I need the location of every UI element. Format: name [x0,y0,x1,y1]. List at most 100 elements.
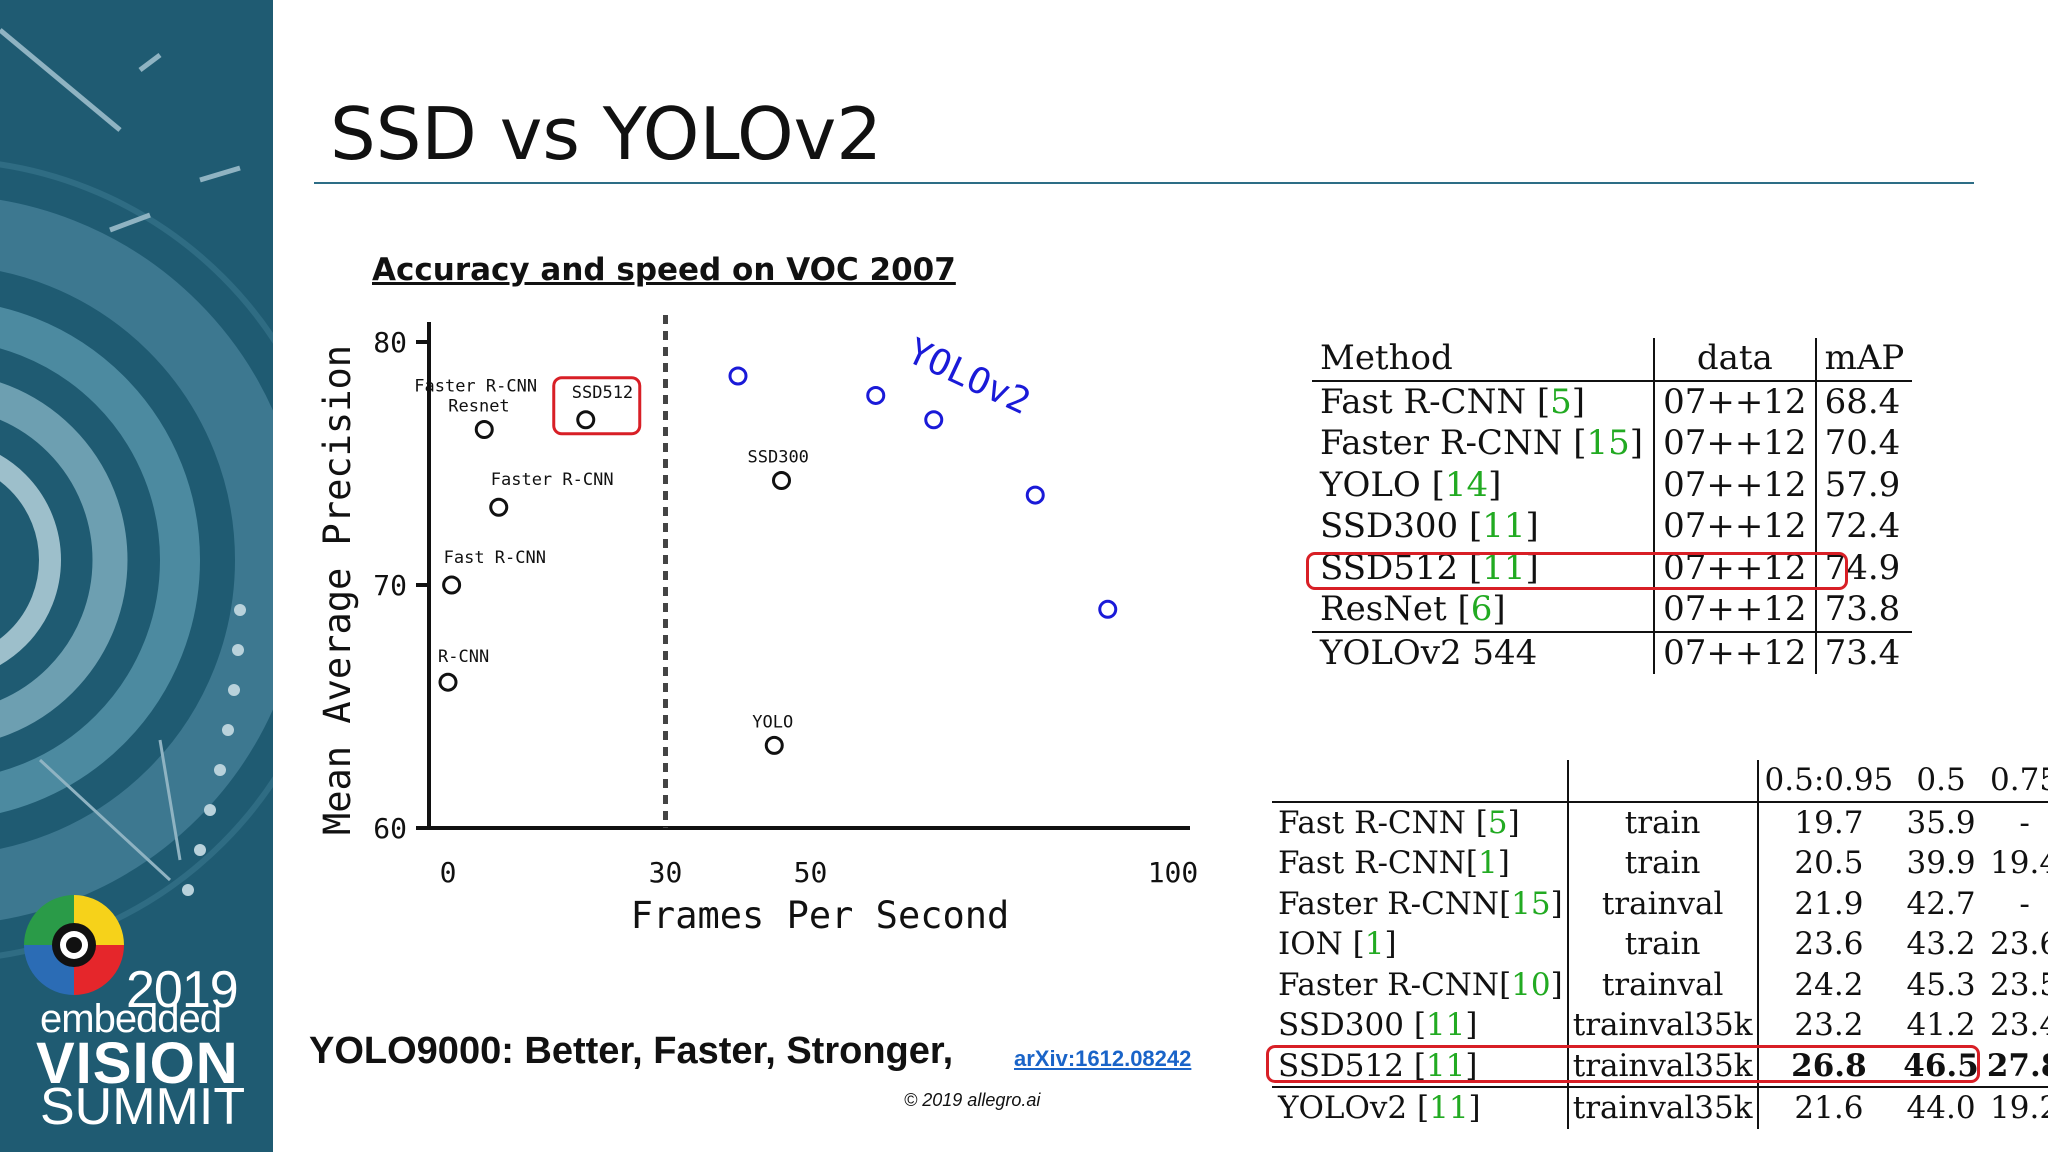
cell-data: train [1567,801,1759,843]
y-tick-label: 70 [373,569,407,602]
table-header-row: Method data mAP [1312,338,1913,382]
method-point-3 [474,419,494,439]
ssd512-highlight-box [552,376,642,436]
bracket: ] [1525,506,1539,546]
cell-map: 57.9 [1824,464,1901,505]
bracket: ] [1507,804,1520,841]
x-axis-title: Frames Per Second [631,894,1010,937]
logo-embedded-text: embedded [40,997,222,1041]
reference-number: 1 [1478,845,1498,881]
method-name: Fast R-CNN [1278,845,1466,881]
sidebar: 2019 embedded VISION SUMMIT [0,0,273,1152]
yolov2-series-label: YOLOv2 [901,331,1036,423]
bracket: [ [1499,885,1512,922]
cell-map-0.5-0.95: 24.2 [1794,966,1864,1003]
cell-map: 70.4 [1824,423,1901,463]
coco-results-table: 0.5:0.950.50.75Fast R-CNN [5]train19.735… [1272,760,2048,1129]
table-row: YOLO [14] 07++12 57.9 [1312,464,1912,506]
method-name: SSD300 [1320,506,1469,546]
cell-method: YOLOv2 [11] [1272,1086,1569,1129]
bracket: [ [1468,506,1483,546]
cell-data: 07++12 [1654,630,1817,674]
method-name: ResNet [1320,589,1458,629]
paper-citation: YOLO9000: Better, Faster, Stronger, [309,1030,954,1072]
bracket: [ [1457,589,1471,629]
table-row: Faster R-CNN [15] 07++12 70.4 [1312,423,1912,465]
cell-method: YOLOv2 544 [1312,630,1656,674]
method-name: Faster R-CNN [1278,966,1500,1003]
reference-number: 10 [1511,966,1551,1003]
logo-vision-text: VISION [36,1031,239,1096]
bracket: ] [1550,885,1563,922]
cell-map-0.5-0.95: 23.2 [1794,1007,1864,1043]
method-name: ION [1278,926,1353,962]
cell-method: YOLO [14] [1312,464,1656,506]
cell-map-0.5-0.95: 26.8 [1791,1047,1867,1084]
cell-map-0.5: 42.7 [1906,885,1976,922]
bracket: [ [1475,804,1488,841]
cell-map-0.75: 23.5 [1990,966,2048,1003]
table-row: YOLOv2 544 07++12 73.4 [1312,630,1913,674]
table-row: Faster R-CNN[10]trainval 24.2 45.3 23.5 [1272,964,2048,1005]
cell-map-0.75: - [2019,885,2030,922]
y-axis-title: Mean Average Precision [316,345,359,835]
title-divider [314,182,1974,184]
coco-highlight-box [1266,1045,1980,1083]
x-tick-label: 50 [794,856,828,889]
cell-method: ION [1] [1272,924,1569,965]
cell-method: Fast R-CNN [5] [1312,380,1656,423]
cell-map-0.5-0.95: 21.9 [1794,885,1864,922]
reference-number: 6 [1470,589,1493,629]
cell-map: 68.4 [1824,381,1901,422]
point-label: Fast R-CNN [444,548,546,568]
reference-number: 15 [1511,885,1551,922]
y-tick-label: 80 [373,326,407,359]
bracket: [ [1413,1047,1426,1084]
cell-map-0.5: 43.2 [1906,926,1976,962]
method-point-6 [764,735,784,755]
arxiv-link[interactable]: arXiv:1612.08242 [1014,1046,1192,1071]
cell-method: Fast R-CNN[1] [1272,843,1569,884]
bracket: ] [1571,381,1586,422]
reference-number: 11 [1429,1090,1469,1126]
cell-data: 07++12 [1654,506,1817,548]
point-label: Faster R-CNN [414,376,537,396]
point-label: Resnet [448,396,509,416]
logo-summit-text: SUMMIT [40,1078,246,1136]
reference-number: 14 [1444,464,1489,505]
table-header-row: 0.5:0.950.50.75 [1272,760,2048,803]
bracket: [ [1413,1007,1426,1043]
point-label: Faster R-CNN [491,470,614,490]
bracket: ] [1488,464,1502,505]
cell-method: SSD300 [11] [1312,506,1656,548]
cell-map: 72.4 [1824,506,1901,546]
y-tick-label: 60 [373,812,407,845]
sidebar-decoration [0,28,273,959]
cell-map-0.5-0.95: 23.6 [1794,926,1864,962]
bracket: ] [1629,423,1644,463]
point-label: SSD512 [572,383,633,403]
cell-map-0.75: 23.6 [1990,926,2048,962]
method-name: Faster R-CNN [1278,885,1500,922]
reference-number: 11 [1425,1047,1466,1084]
cell-map-0.75: 19.4 [1990,845,2048,881]
bracket: ] [1465,1007,1478,1043]
cell-method: Fast R-CNN [5] [1272,801,1569,843]
point-label: R-CNN [438,647,489,667]
logo-year: 2019 [126,961,239,1019]
bracket: ] [1468,1090,1481,1126]
cell-method: ResNet [6] [1312,589,1656,632]
cell-map-0.5-0.95: 20.5 [1794,845,1864,881]
method-point-2 [489,497,509,517]
method-name: Fast R-CNN [1278,804,1476,841]
cell-data: trainval35k [1567,1086,1759,1129]
table-row: Fast R-CNN [5] train 19.7 35.9- [1272,801,2048,843]
cell-method: SSD512 [11] [1312,547,1656,589]
method-point-5 [772,471,791,491]
header-cell: 0.5 [1899,760,1983,803]
cell-map-0.5: 41.2 [1906,1007,1976,1043]
bracket: [ [1416,1090,1430,1126]
cell-data: trainval35k [1567,1005,1759,1046]
